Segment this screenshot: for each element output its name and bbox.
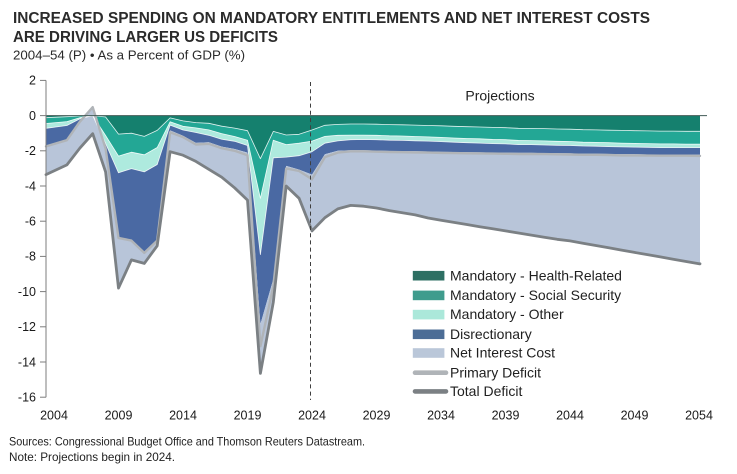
svg-text:Total Deficit: Total Deficit	[450, 383, 522, 399]
svg-text:2039: 2039	[492, 409, 520, 423]
svg-text:2044: 2044	[556, 409, 584, 423]
svg-text:Mandatory - Other: Mandatory - Other	[450, 306, 564, 322]
svg-text:Primary Deficit: Primary Deficit	[450, 364, 541, 380]
svg-text:Net Interest Cost: Net Interest Cost	[450, 345, 555, 361]
svg-text:Projections: Projections	[465, 88, 534, 104]
svg-text:0: 0	[29, 109, 36, 123]
svg-text:Mandatory - Health-Related: Mandatory - Health-Related	[450, 267, 622, 283]
svg-text:2024: 2024	[298, 409, 326, 423]
svg-text:-14: -14	[18, 355, 36, 369]
svg-text:Sources: Congressional Budget: Sources: Congressional Budget Office and…	[9, 436, 365, 449]
svg-text:2029: 2029	[363, 409, 391, 423]
svg-text:-6: -6	[25, 215, 36, 229]
svg-text:2034: 2034	[427, 409, 455, 423]
svg-text:2004–54 (P) • As a Percent of: 2004–54 (P) • As a Percent of GDP (%)	[13, 48, 245, 63]
svg-text:Mandatory - Social Security: Mandatory - Social Security	[450, 287, 621, 303]
svg-text:Note: Projections begin in 202: Note: Projections begin in 2024.	[9, 451, 175, 464]
svg-text:2004: 2004	[40, 409, 68, 423]
svg-text:2019: 2019	[234, 409, 262, 423]
svg-text:2049: 2049	[621, 409, 649, 423]
svg-text:-16: -16	[18, 391, 36, 405]
svg-text:Disrectionary: Disrectionary	[450, 326, 532, 342]
svg-text:2014: 2014	[169, 409, 197, 423]
svg-text:-2: -2	[25, 144, 36, 158]
svg-text:-12: -12	[18, 320, 36, 334]
svg-text:-4: -4	[25, 179, 36, 193]
svg-text:2009: 2009	[105, 409, 133, 423]
svg-text:-10: -10	[18, 285, 36, 299]
svg-text:INCREASED SPENDING ON MANDATOR: INCREASED SPENDING ON MANDATORY ENTITLEM…	[13, 10, 650, 27]
svg-text:ARE DRIVING LARGER US DEFICITS: ARE DRIVING LARGER US DEFICITS	[13, 29, 278, 46]
svg-text:2054: 2054	[685, 409, 713, 423]
svg-text:-8: -8	[25, 250, 36, 264]
svg-text:2: 2	[29, 74, 36, 88]
